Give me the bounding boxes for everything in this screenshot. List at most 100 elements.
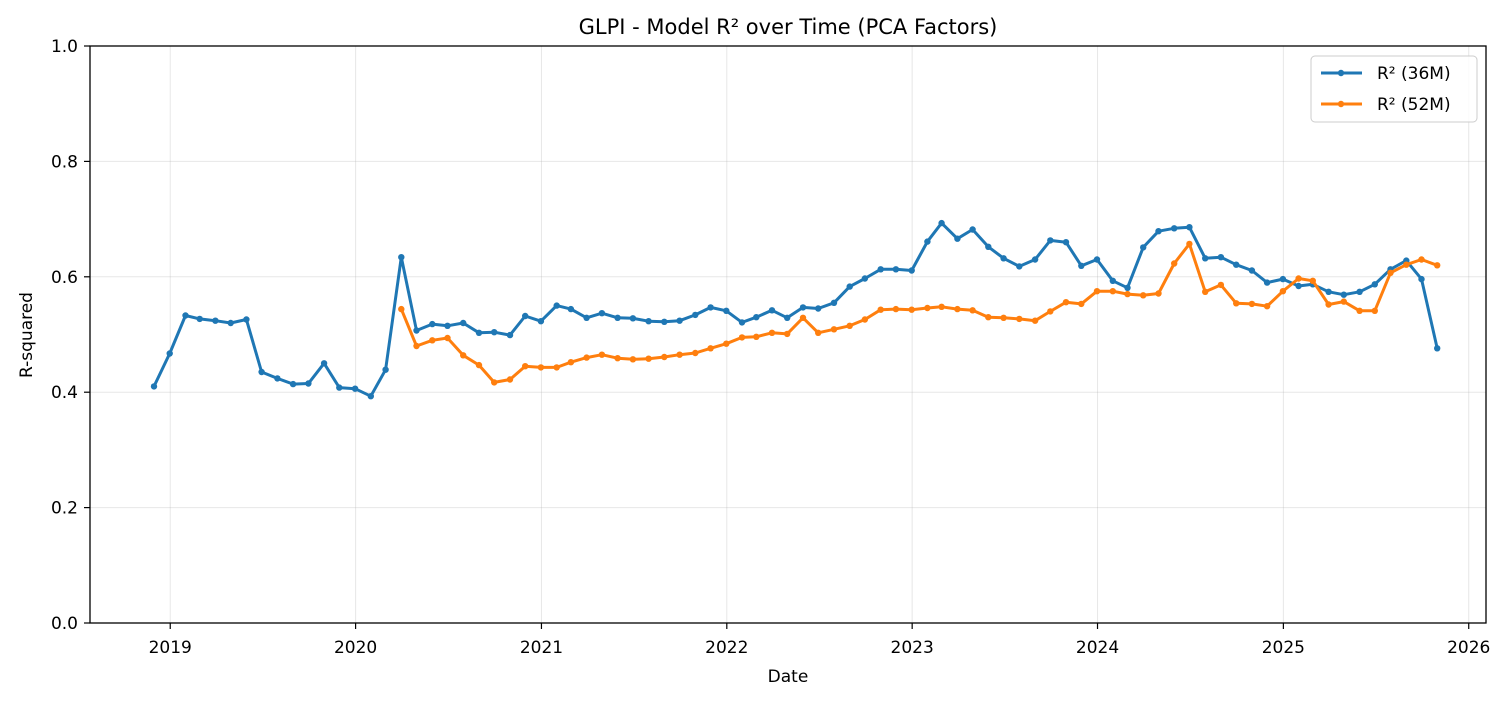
- series-1: [398, 240, 1441, 386]
- data-point: [537, 318, 545, 325]
- data-point: [830, 326, 838, 333]
- data-point: [1124, 284, 1131, 291]
- data-point: [1186, 240, 1193, 248]
- x-tick-label: 2023: [891, 638, 934, 658]
- data-point: [861, 275, 869, 282]
- data-point: [367, 393, 374, 400]
- data-point: [784, 330, 791, 338]
- data-point: [676, 317, 683, 324]
- data-point: [212, 317, 219, 324]
- legend-marker-52m: [1337, 100, 1345, 108]
- data-point: [475, 329, 483, 336]
- data-point: [1263, 303, 1271, 310]
- data-point: [1093, 256, 1101, 263]
- data-point: [784, 314, 791, 321]
- x-tick-label: 2020: [334, 638, 377, 658]
- legend: R² (36M) R² (52M): [1310, 55, 1478, 123]
- data-point: [258, 368, 265, 376]
- data-point: [799, 314, 807, 321]
- data-point: [768, 329, 776, 336]
- data-point: [1031, 317, 1039, 324]
- data-point: [723, 340, 730, 347]
- data-point: [1062, 239, 1070, 246]
- y-tick-label: 1.0: [51, 37, 78, 57]
- data-point: [1387, 269, 1394, 276]
- data-point: [1109, 277, 1117, 284]
- data-point: [1309, 277, 1317, 284]
- data-point: [491, 329, 498, 336]
- legend-label-52m: R² (52M): [1377, 95, 1451, 115]
- y-tick-label: 0.4: [51, 383, 78, 403]
- data-point: [985, 243, 992, 250]
- data-point: [815, 329, 822, 336]
- data-point: [1434, 262, 1441, 269]
- data-point: [661, 353, 668, 361]
- data-point: [444, 322, 451, 329]
- data-point: [938, 303, 945, 310]
- data-point: [243, 316, 250, 323]
- data-point: [460, 319, 467, 327]
- data-point: [614, 314, 621, 321]
- data-point: [567, 305, 575, 313]
- data-point: [398, 305, 405, 313]
- x-tick-label: 2026: [1447, 638, 1490, 658]
- data-point: [444, 334, 451, 342]
- data-point: [1371, 281, 1379, 288]
- data-point: [707, 345, 714, 352]
- data-point: [413, 327, 420, 334]
- data-point: [1217, 254, 1225, 261]
- data-point: [1295, 275, 1302, 282]
- data-point: [645, 318, 652, 325]
- data-point: [1340, 298, 1348, 305]
- data-point: [1248, 300, 1256, 308]
- data-point: [1279, 275, 1287, 283]
- data-point: [598, 310, 606, 317]
- data-point: [1340, 291, 1348, 298]
- data-point: [1295, 282, 1302, 290]
- data-point: [768, 307, 776, 314]
- x-axis-title: Date: [768, 667, 809, 687]
- data-point: [846, 322, 853, 329]
- data-point: [429, 337, 436, 344]
- data-point: [320, 360, 328, 367]
- data-point: [182, 312, 189, 319]
- data-point: [196, 315, 203, 323]
- data-point: [460, 352, 467, 359]
- data-point: [227, 319, 234, 327]
- data-point: [1031, 256, 1039, 263]
- data-point: [1325, 301, 1332, 308]
- data-point: [1403, 261, 1410, 268]
- y-axis: 0.0 0.2 0.4 0.6 0.8 1.0: [51, 37, 90, 634]
- data-point: [1171, 260, 1178, 267]
- data-point: [1371, 307, 1379, 314]
- data-point: [877, 306, 884, 313]
- data-point: [692, 349, 699, 357]
- data-point: [1047, 308, 1054, 315]
- data-point: [1186, 224, 1193, 231]
- data-point: [661, 318, 668, 325]
- y-tick-label: 0.0: [51, 614, 78, 634]
- series-0: [150, 219, 1441, 400]
- data-point: [954, 235, 961, 242]
- data-point: [1248, 267, 1256, 274]
- x-tick-label: 2024: [1076, 638, 1119, 658]
- data-point: [924, 238, 931, 245]
- data-point: [1418, 256, 1425, 263]
- data-point: [1078, 300, 1085, 308]
- data-point: [738, 334, 746, 341]
- data-point: [1155, 290, 1162, 297]
- data-point: [475, 361, 483, 369]
- data-point: [645, 355, 652, 362]
- data-point: [1016, 263, 1023, 270]
- data-point: [1140, 244, 1147, 251]
- series-line: [399, 242, 1439, 384]
- data-point: [382, 366, 389, 373]
- data-point: [150, 383, 158, 390]
- data-point: [1171, 225, 1178, 232]
- data-point: [1418, 275, 1425, 283]
- data-point: [861, 316, 869, 323]
- y-tick-label: 0.2: [51, 499, 78, 519]
- data-point: [676, 351, 683, 358]
